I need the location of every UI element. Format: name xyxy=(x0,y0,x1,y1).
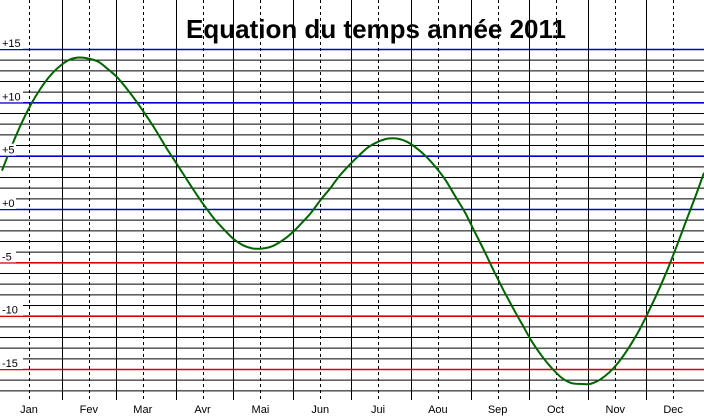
series-group xyxy=(1,56,704,386)
y-tick-label-bg xyxy=(0,357,23,369)
x-tick-label: Dec xyxy=(663,404,683,416)
x-tick-label: Aou xyxy=(428,404,448,416)
y-tick-label-bg xyxy=(0,250,16,263)
x-tick-label: Oct xyxy=(547,404,564,416)
x-tick-label: Jun xyxy=(311,404,329,416)
x-tick-labels: Jan Fev Mar Avr Mai Jun Jui Aou Sep Oct Nov Dec xyxy=(0,400,704,417)
y-tick-label: +5 xyxy=(2,145,15,157)
equation-of-time-curve xyxy=(1,56,704,386)
x-tick-label: Nov xyxy=(606,404,626,416)
y-tick-label-bg xyxy=(0,303,23,316)
major-gridlines xyxy=(0,48,704,371)
y-tick-label-bg xyxy=(0,143,16,156)
y-tick-label: -15 xyxy=(2,358,18,370)
y-tick-label: +10 xyxy=(2,91,21,103)
x-tick-label: Mai xyxy=(252,404,270,416)
y-tick-label: +15 xyxy=(2,38,21,50)
y-tick-labels: +15 +10 +5 +0 -5 -10 -15 xyxy=(0,37,23,370)
y-tick-label-bg xyxy=(0,90,23,103)
x-axis-label-band xyxy=(0,400,704,417)
horizontal-gridlines xyxy=(0,59,704,392)
x-tick-label: Jan xyxy=(20,404,38,416)
x-tick-label: Avr xyxy=(194,404,211,416)
y-tick-label-bg xyxy=(0,37,23,49)
x-tick-label: Mar xyxy=(133,404,152,416)
y-tick-label: -10 xyxy=(2,305,18,317)
y-tick-label-bg xyxy=(0,197,16,209)
x-tick-label: Jui xyxy=(371,404,385,416)
vertical-gridlines xyxy=(29,0,674,400)
x-tick-label: Fev xyxy=(80,404,99,416)
y-tick-label: -5 xyxy=(2,251,12,263)
x-tick-label: Sep xyxy=(488,404,508,416)
y-tick-label: +0 xyxy=(2,198,15,210)
chart-title: Equation du temps année 2011 xyxy=(186,14,566,44)
